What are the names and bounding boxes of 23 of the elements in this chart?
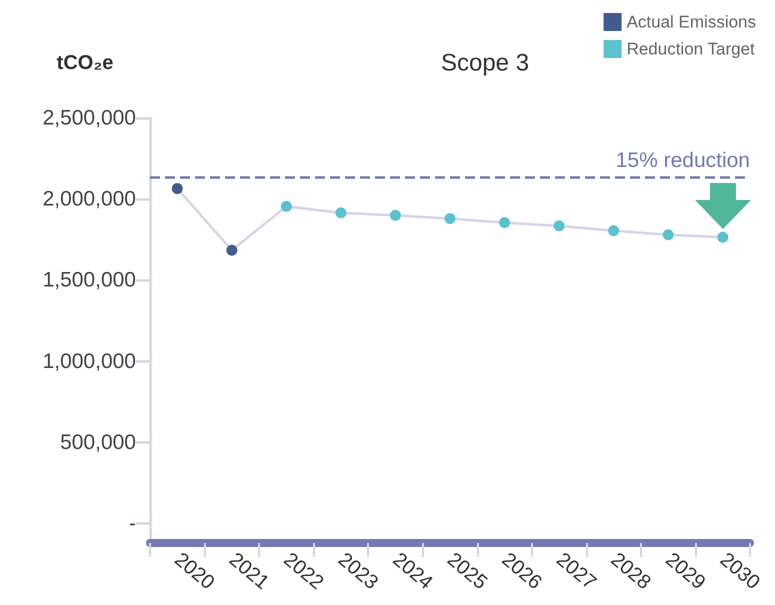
y-tick-label: 2,000,000 — [42, 188, 136, 211]
y-tick-label: 500,000 — [60, 430, 136, 454]
legend-label: Actual Emissions — [626, 12, 756, 32]
y-tick-label: 1,500,000 — [42, 268, 136, 292]
chart-title: Scope 3 — [440, 50, 530, 76]
point — [554, 220, 565, 232]
point — [226, 244, 238, 256]
point — [335, 207, 346, 218]
point — [172, 183, 183, 194]
point — [499, 217, 510, 228]
point — [444, 213, 456, 224]
y-axis-title: tCO₂e — [56, 52, 114, 74]
point — [717, 232, 728, 243]
point — [390, 210, 401, 221]
x-tick-label: 2027 — [552, 548, 600, 594]
point — [608, 225, 620, 236]
y-tick-label: 2,500,000 — [42, 106, 136, 130]
point — [280, 200, 292, 212]
y-tick-label: 1,000,000 — [42, 350, 136, 373]
point — [662, 229, 674, 240]
legend-label: Reduction Target — [626, 40, 756, 58]
y-tick-label: - — [129, 512, 136, 536]
ref-line-label: 15% reduction — [616, 149, 750, 172]
